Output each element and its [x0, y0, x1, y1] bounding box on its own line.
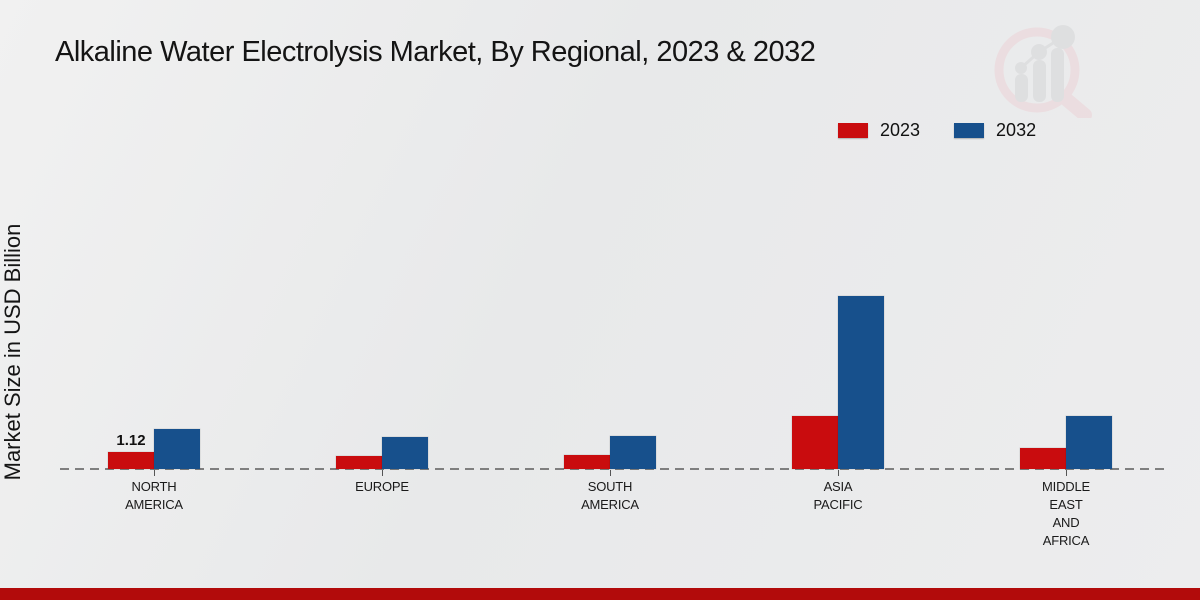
- bar-2023-middle-east-and-africa: [1020, 448, 1066, 469]
- bar-2032-north-america: [154, 429, 200, 469]
- legend: 2023 2032: [838, 120, 1036, 141]
- bar-2032-europe: [382, 437, 428, 469]
- bar-2023-south-america: [564, 455, 610, 469]
- bar-2023-asia-pacific: [792, 416, 838, 469]
- legend-item-2032: 2032: [954, 120, 1036, 141]
- x-axis-tick-europe: [382, 470, 383, 476]
- category-label-middle-east-and-africa: MIDDLE EAST AND AFRICA: [1042, 479, 1090, 548]
- category-label-south-america: SOUTH AMERICA: [581, 479, 639, 512]
- bar-2023-europe: [336, 456, 382, 469]
- bar-2023-north-america: [108, 452, 154, 469]
- legend-label-2032: 2032: [996, 120, 1037, 140]
- legend-swatch-2032: [954, 123, 985, 138]
- bar-2032-middle-east-and-africa: [1066, 416, 1112, 469]
- legend-item-2023: 2023: [838, 120, 920, 141]
- x-axis-tick-asia-pacific: [838, 470, 839, 476]
- bar-value-label-north-america: 1.12: [116, 432, 146, 449]
- mrfr-watermark-logo: [994, 25, 1092, 118]
- legend-label-2023: 2023: [880, 120, 921, 140]
- bar-2032-asia-pacific: [838, 296, 884, 469]
- bar-2032-south-america: [610, 436, 656, 469]
- category-label-north-america: NORTH AMERICA: [125, 479, 183, 512]
- footer-accent-bar: [0, 588, 1200, 600]
- category-label-asia-pacific: ASIA PACIFIC: [813, 479, 863, 512]
- category-label-europe: EUROPE: [355, 479, 409, 494]
- x-axis-tick-south-america: [610, 470, 611, 476]
- legend-swatch-2023: [838, 123, 868, 138]
- x-axis-tick-north-america: [154, 470, 155, 476]
- x-axis-tick-middle-east-and-africa: [1066, 470, 1067, 476]
- x-axis-baseline: [60, 468, 1170, 470]
- chart-title: Alkaline Water Electrolysis Market, By R…: [55, 36, 816, 68]
